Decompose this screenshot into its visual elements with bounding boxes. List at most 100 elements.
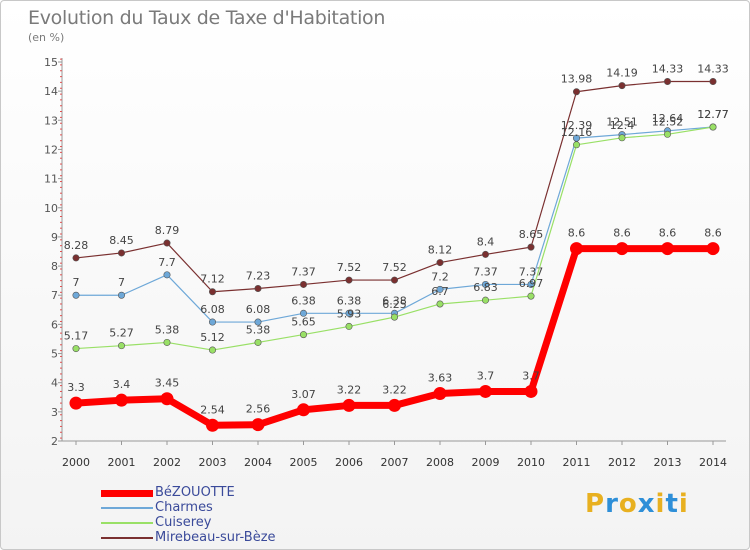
y-tick-label: 3 bbox=[51, 406, 58, 419]
data-label-mirebeau: 7.12 bbox=[200, 273, 225, 286]
y-tick-label: 2 bbox=[51, 435, 58, 448]
data-label-bezouotte: 2.54 bbox=[200, 403, 225, 416]
data-point-mirebeau bbox=[663, 78, 671, 86]
data-point-charmes bbox=[299, 309, 307, 317]
data-label-bezouotte: 3.63 bbox=[428, 371, 453, 384]
chart-subtitle: (en %) bbox=[28, 31, 65, 44]
data-point-charmes bbox=[72, 291, 80, 299]
data-label-charmes: 12.77 bbox=[697, 108, 729, 121]
data-point-bezouotte bbox=[115, 393, 128, 407]
y-tick-label: 12 bbox=[44, 143, 58, 156]
data-point-charmes bbox=[209, 318, 217, 326]
data-point-cuiserey bbox=[436, 300, 444, 308]
data-point-bezouotte bbox=[479, 384, 492, 398]
data-label-charmes: 7.7 bbox=[158, 256, 176, 269]
data-label-mirebeau: 14.33 bbox=[652, 63, 684, 76]
data-point-cuiserey bbox=[72, 345, 80, 353]
data-label-bezouotte: 3.22 bbox=[382, 383, 407, 396]
data-label-cuiserey: 5.38 bbox=[246, 323, 271, 336]
data-point-cuiserey bbox=[481, 296, 489, 304]
y-tick-label: 9 bbox=[51, 231, 58, 244]
x-tick-label: 2013 bbox=[654, 456, 682, 469]
data-point-cuiserey bbox=[663, 130, 671, 138]
data-label-bezouotte: 8.6 bbox=[659, 227, 677, 240]
data-label-mirebeau: 8.79 bbox=[155, 224, 180, 237]
legend-swatch bbox=[101, 507, 153, 509]
y-tick-label: 10 bbox=[44, 202, 58, 215]
data-point-bezouotte bbox=[524, 384, 538, 398]
data-point-mirebeau bbox=[299, 280, 307, 288]
legend-swatch bbox=[101, 537, 153, 539]
data-point-mirebeau bbox=[436, 259, 444, 267]
y-tick-label: 4 bbox=[51, 377, 58, 390]
legend-item: Charmes bbox=[101, 500, 361, 516]
data-label-cuiserey: 12.52 bbox=[652, 115, 684, 128]
legend-item: BéZOUOTTE bbox=[101, 485, 361, 501]
data-label-cuiserey: 5.12 bbox=[200, 331, 225, 344]
y-tick-label: 13 bbox=[44, 114, 58, 127]
data-label-bezouotte: 3.7 bbox=[477, 369, 495, 382]
data-label-mirebeau: 13.98 bbox=[561, 73, 593, 86]
x-tick-label: 2000 bbox=[62, 456, 90, 469]
logo-letter: r bbox=[605, 489, 619, 519]
data-point-bezouotte bbox=[160, 392, 174, 406]
data-label-bezouotte: 3.22 bbox=[337, 383, 362, 396]
data-label-cuiserey: 5.17 bbox=[64, 330, 89, 343]
x-tick-label: 2004 bbox=[244, 456, 272, 469]
data-point-cuiserey bbox=[209, 346, 217, 354]
data-label-charmes: 6.38 bbox=[337, 294, 362, 307]
data-label-mirebeau: 8.4 bbox=[477, 235, 495, 248]
data-label-bezouotte: 3.7 bbox=[522, 369, 540, 382]
data-point-cuiserey bbox=[299, 331, 307, 339]
data-label-charmes: 6.08 bbox=[200, 303, 225, 316]
data-point-bezouotte bbox=[661, 242, 674, 256]
x-tick-label: 2006 bbox=[335, 456, 363, 469]
data-point-cuiserey bbox=[527, 292, 535, 300]
data-label-mirebeau: 8.65 bbox=[519, 228, 544, 241]
series-charmes: 7 7 7.7 6.08 6.08 6.38 6.38 6.38 7.2 7.37 7.37 12.3… bbox=[72, 108, 729, 326]
data-label-charmes: 7 bbox=[118, 276, 125, 289]
data-point-cuiserey bbox=[254, 338, 262, 346]
data-label-charmes: 12.51 bbox=[606, 116, 638, 129]
data-label-bezouotte: 3.45 bbox=[155, 377, 180, 390]
x-tick-label: 2012 bbox=[608, 456, 636, 469]
data-point-bezouotte bbox=[706, 242, 720, 256]
data-point-bezouotte bbox=[433, 386, 447, 400]
legend-label: BéZOUOTTE bbox=[155, 485, 235, 500]
x-tick-label: 2008 bbox=[426, 456, 454, 469]
data-label-charmes: 6.38 bbox=[291, 294, 316, 307]
data-point-charmes bbox=[481, 280, 489, 288]
data-label-mirebeau: 14.19 bbox=[606, 67, 638, 80]
y-tick-label: 8 bbox=[51, 260, 58, 273]
data-label-charmes: 12.39 bbox=[561, 119, 593, 132]
legend-label: Cuiserey bbox=[155, 515, 212, 530]
data-point-charmes bbox=[254, 318, 262, 326]
series-mirebeau: 8.28 8.45 8.79 7.12 7.23 7.37 7.52 7.52 8.12 8.4 8… bbox=[64, 63, 729, 296]
data-point-charmes bbox=[572, 134, 580, 142]
y-tick-label: 15 bbox=[44, 56, 58, 69]
legend-swatch bbox=[101, 490, 153, 497]
legend-swatch bbox=[101, 522, 153, 524]
data-point-mirebeau bbox=[572, 88, 580, 96]
data-point-charmes bbox=[163, 271, 171, 279]
x-tick-label: 2014 bbox=[699, 456, 727, 469]
data-point-mirebeau bbox=[709, 78, 717, 86]
logo-letter: t bbox=[665, 489, 679, 519]
data-label-mirebeau: 8.12 bbox=[428, 244, 453, 257]
data-point-bezouotte bbox=[342, 398, 356, 412]
data-label-charmes: 7.2 bbox=[431, 270, 449, 283]
data-label-mirebeau: 7.52 bbox=[382, 261, 407, 274]
data-point-cuiserey bbox=[572, 141, 580, 149]
x-tick-label: 2002 bbox=[153, 456, 181, 469]
data-label-charmes: 6.38 bbox=[382, 294, 407, 307]
data-label-mirebeau: 7.52 bbox=[337, 261, 362, 274]
data-point-mirebeau bbox=[527, 243, 535, 251]
data-point-bezouotte bbox=[297, 403, 310, 417]
data-label-bezouotte: 8.6 bbox=[704, 227, 722, 240]
data-label-cuiserey: 5.38 bbox=[155, 323, 180, 336]
data-point-cuiserey bbox=[709, 123, 717, 131]
logo-letter: i bbox=[678, 489, 689, 519]
data-label-cuiserey: 12.16 bbox=[561, 126, 593, 139]
data-point-mirebeau bbox=[254, 285, 262, 293]
